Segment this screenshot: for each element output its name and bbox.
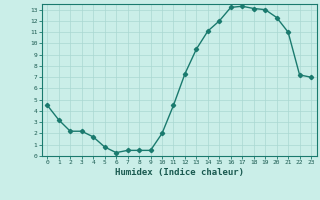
X-axis label: Humidex (Indice chaleur): Humidex (Indice chaleur): [115, 168, 244, 177]
